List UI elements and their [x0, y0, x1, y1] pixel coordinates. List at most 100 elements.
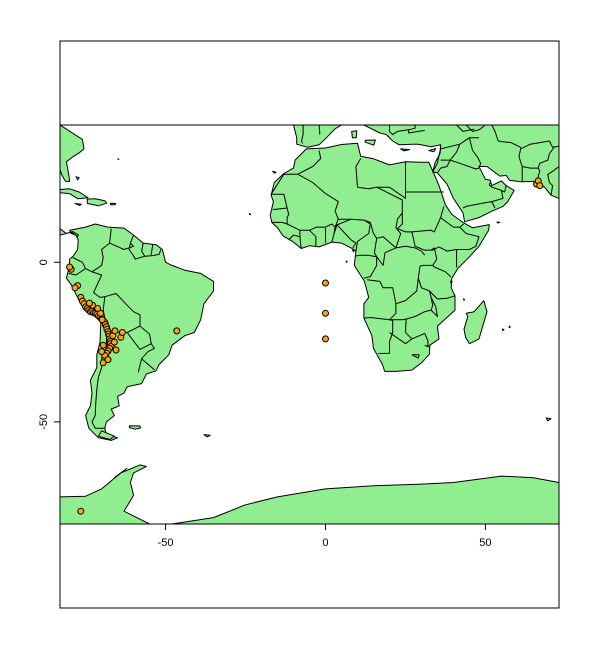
occurrence-points	[66, 177, 544, 515]
country-border-65	[408, 129, 425, 134]
country-border-71	[114, 467, 128, 479]
occurrence-point	[77, 507, 85, 515]
country-border-43	[363, 317, 394, 354]
land-africa	[269, 142, 490, 372]
land-cuba	[60, 188, 89, 200]
land-us-southeast	[60, 125, 85, 182]
land-antarctica	[60, 464, 151, 524]
country-border-51	[450, 159, 480, 170]
land-bermuda	[117, 158, 120, 160]
country-border-52	[436, 159, 451, 174]
land-sri-lanka	[578, 234, 584, 244]
country-border-22	[334, 219, 339, 228]
country-border-9	[141, 243, 146, 257]
land-canaries	[272, 170, 277, 174]
country-border-12	[297, 173, 371, 223]
land-south-america	[65, 223, 214, 441]
land-crete	[400, 148, 411, 152]
country-border-1	[68, 257, 87, 276]
occurrence-point	[118, 329, 126, 336]
country-borders	[68, 125, 559, 479]
country-border-16	[271, 207, 290, 225]
country-border-55	[462, 182, 504, 209]
occurrence-point	[322, 335, 329, 343]
country-border-24	[336, 224, 357, 249]
occurrence-point	[66, 263, 74, 271]
country-border-35	[430, 247, 438, 266]
country-border-38	[440, 217, 465, 228]
country-border-2	[91, 271, 106, 322]
country-border-48	[424, 344, 429, 348]
occurrence-point	[110, 338, 118, 346]
country-border-49	[432, 155, 440, 173]
x-tick-label: 50	[479, 537, 491, 549]
land-hispaniola	[86, 198, 108, 207]
country-border-46	[430, 297, 438, 317]
y-tick-label: -50	[38, 414, 50, 430]
land-bahamas	[75, 176, 80, 181]
occurrence-point	[71, 284, 79, 292]
country-border-25	[355, 219, 371, 252]
country-border-17	[286, 223, 336, 243]
country-border-57	[491, 201, 496, 209]
land-socotra	[496, 221, 501, 224]
country-border-36	[419, 264, 452, 278]
occurrence-point	[111, 327, 119, 335]
country-border-14	[297, 150, 322, 175]
land-kerguelen	[545, 417, 552, 422]
country-border-30	[355, 158, 362, 188]
occurrence-point	[104, 356, 112, 364]
land-sicily	[364, 139, 376, 146]
country-border-11	[109, 242, 135, 250]
country-border-39	[456, 226, 480, 250]
land-europe-asia	[293, 125, 559, 223]
country-border-70	[456, 125, 475, 132]
occurrence-point	[173, 327, 181, 335]
x-tick-label: -50	[158, 537, 174, 549]
country-border-7	[137, 358, 143, 373]
country-border-28	[373, 238, 397, 266]
country-border-40	[405, 266, 434, 348]
country-border-47	[411, 354, 420, 359]
land-antarctica-east	[171, 475, 559, 524]
land-mauritius	[508, 325, 511, 329]
map-panel-border	[59, 124, 560, 525]
land-jamaica	[74, 203, 82, 206]
country-border-20	[309, 229, 317, 247]
occurrence-point	[322, 279, 329, 287]
country-border-41	[389, 278, 419, 321]
occurrence-point	[98, 348, 106, 356]
land-falklands	[128, 425, 142, 430]
country-border-37	[438, 246, 458, 268]
land-tierra-del-fuego	[97, 430, 115, 440]
occurrence-point	[99, 359, 107, 367]
country-border-63	[491, 125, 522, 149]
country-border-66	[318, 125, 321, 135]
occurrence-point	[99, 341, 107, 349]
country-border-45	[429, 290, 456, 300]
land-cyprus	[428, 148, 437, 153]
country-border-64	[389, 125, 416, 136]
country-border-42	[367, 279, 397, 304]
occurrence-point	[322, 309, 329, 317]
country-border-15	[271, 193, 288, 211]
country-border-44	[389, 332, 413, 345]
country-border-31	[376, 161, 406, 199]
land-bioko	[352, 249, 355, 253]
occurrence-point	[536, 182, 544, 190]
land-cape-verde	[248, 212, 252, 216]
country-border-19	[288, 234, 301, 241]
country-border-67	[301, 125, 304, 144]
y-tick-label: 0	[38, 259, 50, 265]
country-border-58	[518, 140, 559, 182]
occurrence-point	[112, 346, 120, 354]
country-border-61	[547, 166, 559, 196]
land-puerto-rico	[110, 202, 117, 206]
land-zanzibar	[450, 280, 453, 284]
x-axis: -50 0 50	[158, 524, 492, 549]
land-reunion	[501, 328, 505, 332]
y-axis: 0 -50	[38, 259, 60, 430]
country-border-56	[501, 185, 507, 193]
land-madagascar	[463, 300, 488, 345]
